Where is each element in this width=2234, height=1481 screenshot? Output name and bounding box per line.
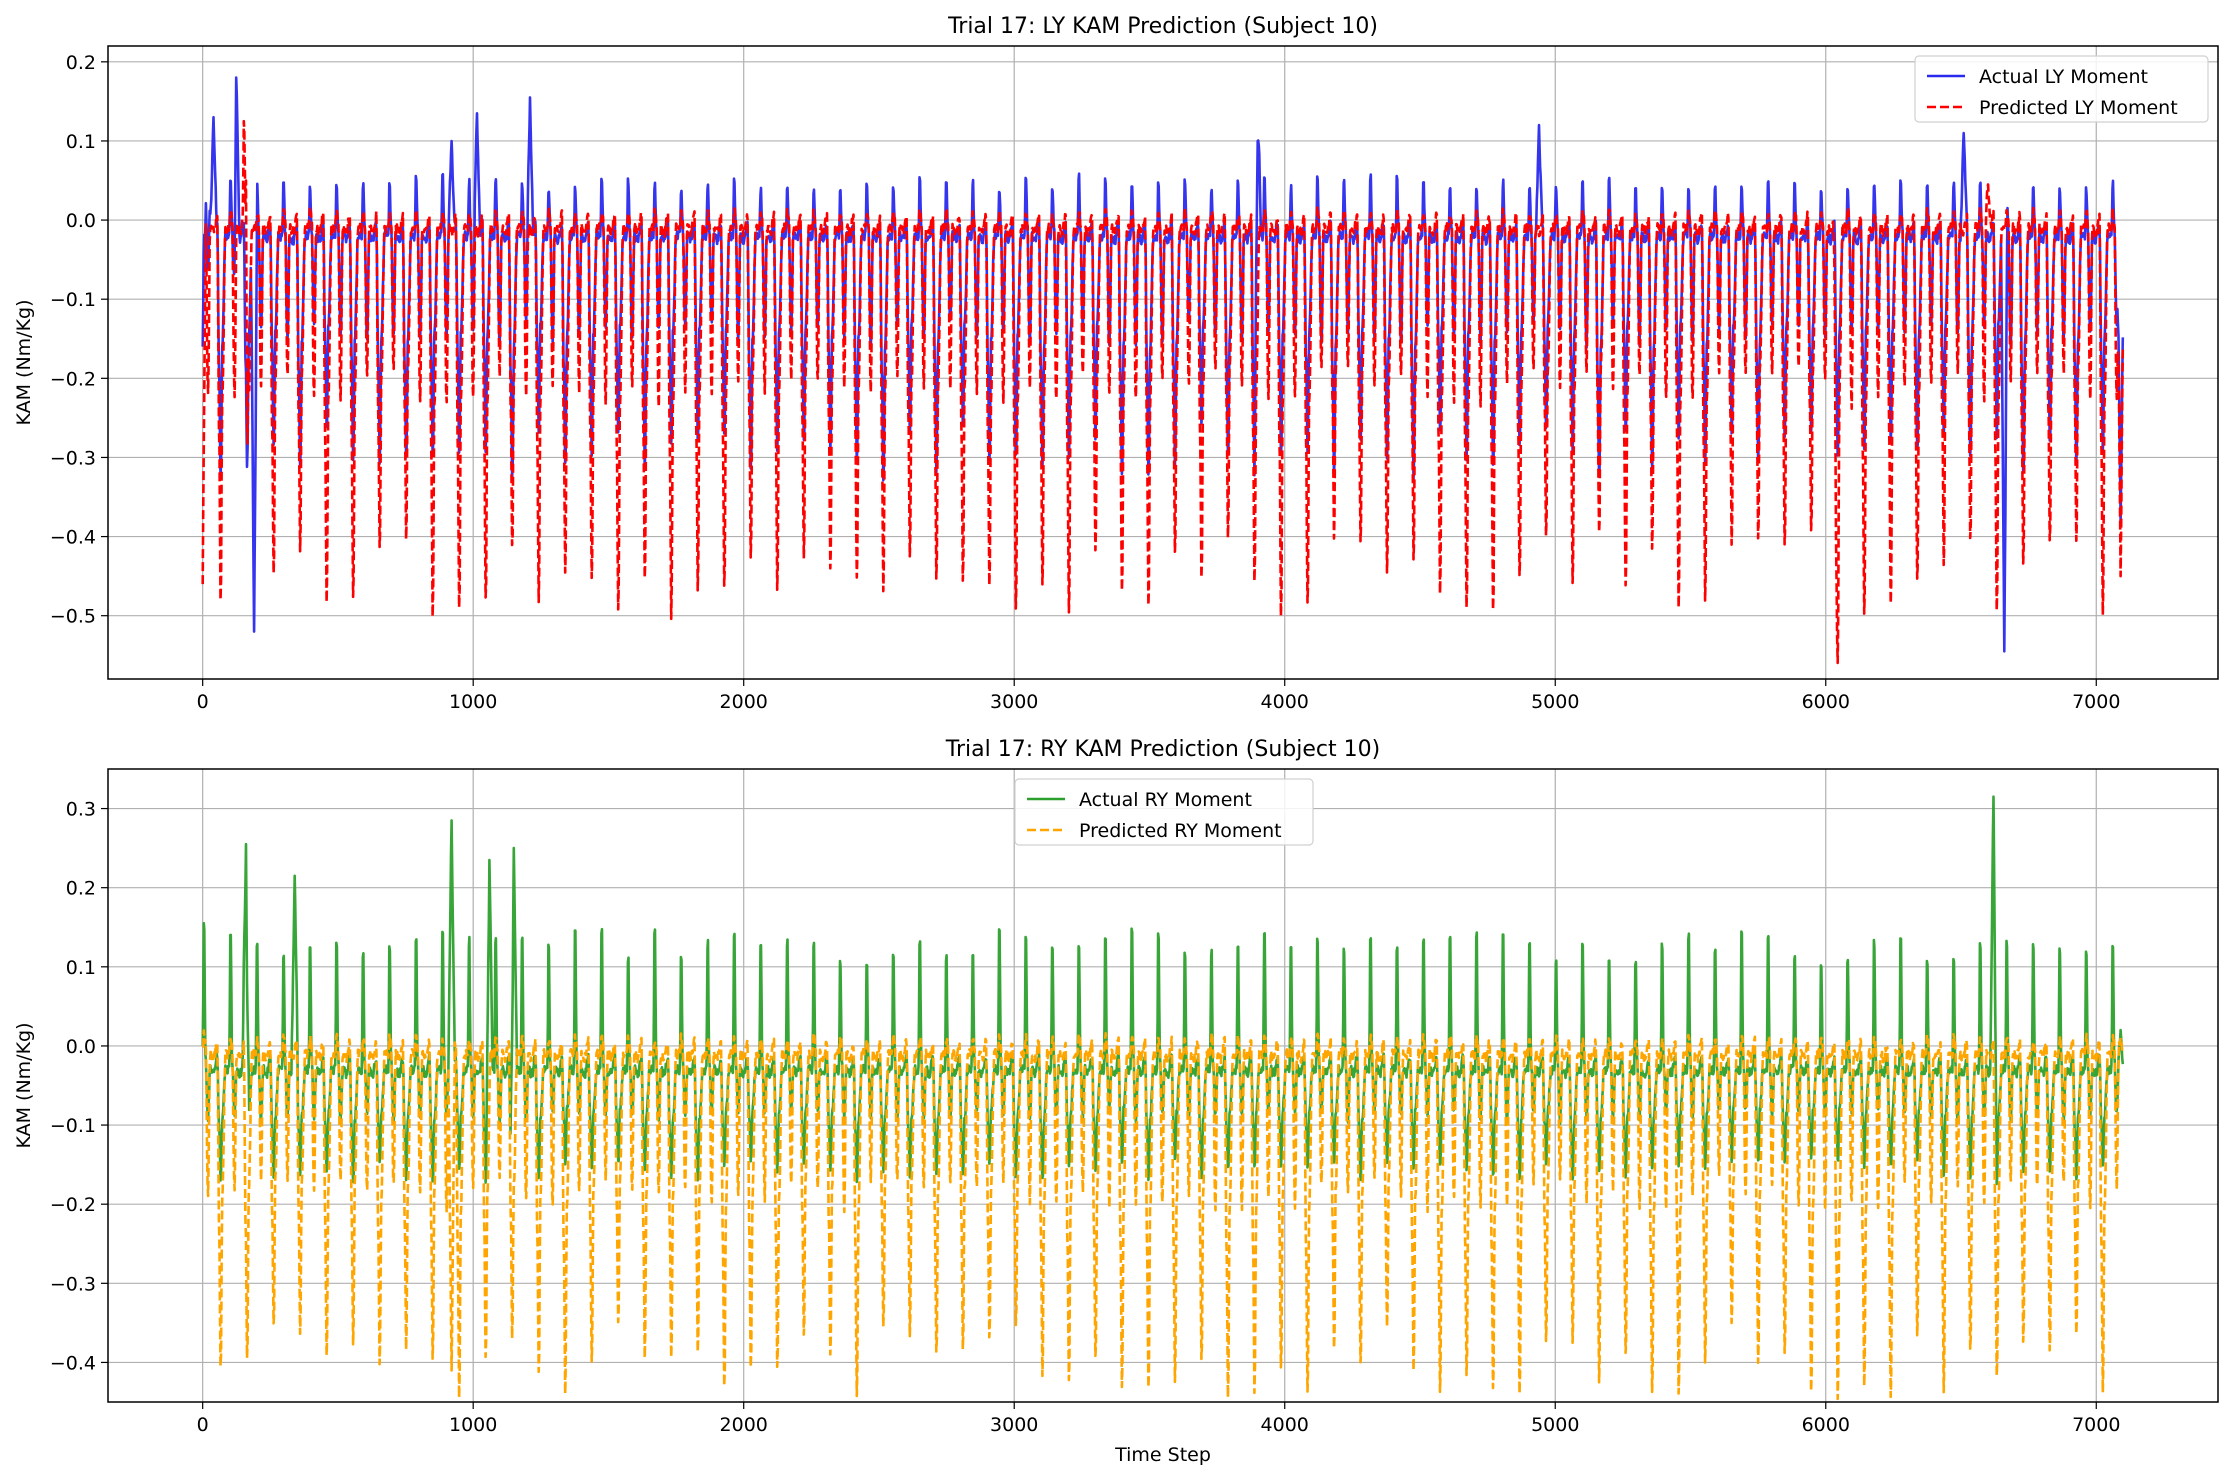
- legend-box: [1014, 778, 1314, 846]
- chart-title: Trial 17: LY KAM Prediction (Subject 10): [947, 14, 1378, 39]
- x-axis-ticks: 0 1000 2000 3000 4000 5000 6000 7000: [197, 1402, 2120, 1436]
- y-tick-label: 0.2: [66, 878, 96, 900]
- x-tick-label: 6000: [1802, 691, 1850, 713]
- x-tick-label: 1000: [449, 1414, 497, 1436]
- legend-label: Actual LY Moment: [1979, 66, 2148, 88]
- y-axis-label: KAM (Nm/Kg): [13, 1022, 35, 1148]
- y-tick-label: −0.4: [50, 1352, 96, 1374]
- axes-frame: [107, 768, 2219, 1403]
- y-tick-label: −0.2: [50, 1194, 96, 1216]
- x-tick-label: 7000: [2072, 1414, 2120, 1436]
- y-tick-label: 0.0: [66, 210, 96, 232]
- plot-area: [201, 76, 2125, 665]
- y-tick-label: −0.1: [50, 1115, 96, 1137]
- legend-label: Predicted RY Moment: [1079, 820, 1282, 842]
- x-tick-label: 1000: [449, 691, 497, 713]
- x-axis-label: Time Step: [1114, 1444, 1211, 1466]
- y-axis-label: KAM (Nm/Kg): [13, 299, 35, 425]
- y-tick-label: −0.2: [50, 368, 96, 390]
- plot-area: [201, 795, 2125, 1401]
- x-tick-label: 2000: [720, 691, 768, 713]
- x-tick-label: 6000: [1802, 1414, 1850, 1436]
- x-tick-label: 0: [197, 1414, 209, 1436]
- y-tick-label: 0.3: [66, 799, 96, 821]
- legend: Actual LY Moment Predicted LY Moment: [1914, 55, 2209, 123]
- legend-label: Predicted LY Moment: [1979, 97, 2178, 119]
- x-tick-label: 7000: [2072, 691, 2120, 713]
- y-tick-label: −0.1: [50, 289, 96, 311]
- series-line-1: [201, 119, 2125, 665]
- y-axis-ticks: −0.5 −0.4 −0.3 −0.2 −0.1 0.0 0.1 0.2: [50, 52, 108, 628]
- y-tick-label: −0.4: [50, 527, 96, 549]
- x-tick-label: 2000: [720, 1414, 768, 1436]
- x-tick-label: 4000: [1261, 691, 1309, 713]
- x-tick-label: 3000: [990, 691, 1038, 713]
- y-tick-label: 0.1: [66, 131, 96, 153]
- y-axis-ticks: −0.4 −0.3 −0.2 −0.1 0.0 0.1 0.2 0.3: [50, 799, 108, 1374]
- y-tick-label: −0.5: [50, 606, 96, 628]
- y-tick-label: 0.2: [66, 52, 96, 74]
- x-tick-label: 5000: [1531, 1414, 1579, 1436]
- series-line-0: [201, 795, 2125, 1186]
- legend-box: [1914, 55, 2209, 123]
- ry-kam-chart: Trial 17: RY KAM Prediction (Subject 10)…: [13, 737, 2219, 1466]
- legend: Actual RY Moment Predicted RY Moment: [1014, 778, 1314, 846]
- y-tick-label: 0.1: [66, 957, 96, 979]
- chart-title: Trial 17: RY KAM Prediction (Subject 10): [945, 737, 1380, 762]
- x-tick-label: 4000: [1261, 1414, 1309, 1436]
- x-tick-label: 3000: [990, 1414, 1038, 1436]
- y-tick-label: −0.3: [50, 447, 96, 469]
- series-line-1: [201, 1029, 2124, 1401]
- legend-label: Actual RY Moment: [1079, 789, 1252, 811]
- axes-frame: [107, 45, 2219, 680]
- x-axis-ticks: 0 1000 2000 3000 4000 5000 6000 7000: [197, 679, 2120, 713]
- y-tick-label: 0.0: [66, 1036, 96, 1058]
- y-tick-label: −0.3: [50, 1273, 96, 1295]
- x-tick-label: 5000: [1531, 691, 1579, 713]
- x-tick-label: 0: [197, 691, 209, 713]
- ly-kam-chart: Trial 17: LY KAM Prediction (Subject 10)…: [13, 14, 2219, 713]
